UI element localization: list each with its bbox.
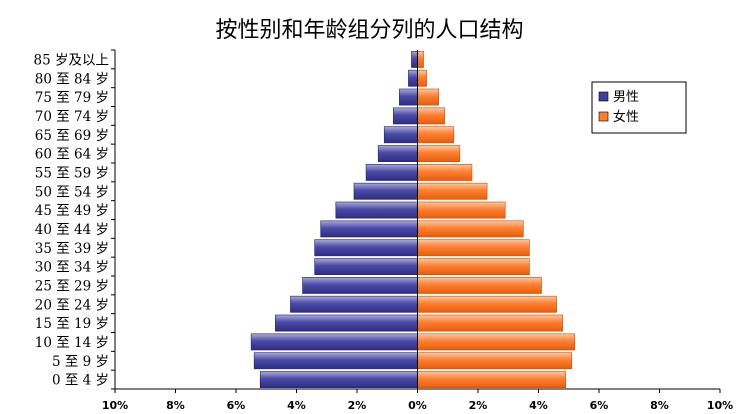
y-tick-label: 25 至 29 岁 bbox=[35, 278, 109, 294]
y-tick-label: 60 至 64 岁 bbox=[35, 147, 109, 163]
x-tick-label: 6% bbox=[227, 399, 246, 412]
bar-male bbox=[253, 352, 418, 370]
y-tick-label: 80 至 84 岁 bbox=[35, 71, 109, 87]
bar-male bbox=[290, 295, 418, 313]
bar-male bbox=[383, 126, 418, 144]
bar-female bbox=[417, 69, 427, 87]
bar-male bbox=[408, 69, 418, 87]
bar-female bbox=[417, 314, 563, 332]
legend-box bbox=[591, 81, 687, 134]
bar-male bbox=[259, 371, 418, 388]
y-tick-label: 45 至 49 岁 bbox=[35, 203, 109, 219]
bar-female bbox=[417, 126, 455, 144]
x-tick-label: 0% bbox=[408, 399, 427, 412]
bar-male bbox=[353, 182, 418, 200]
bar-male bbox=[411, 51, 418, 68]
bar-female bbox=[417, 333, 576, 351]
x-tick-label: 10% bbox=[102, 399, 128, 412]
x-tick-label: 4% bbox=[287, 399, 306, 412]
x-tick-label: 10% bbox=[707, 399, 733, 412]
y-tick-label: 10 至 14 岁 bbox=[35, 335, 109, 351]
bar-female bbox=[417, 277, 542, 294]
x-tick-label: 4% bbox=[529, 399, 548, 412]
bar-male bbox=[399, 88, 418, 106]
bar-male bbox=[365, 164, 418, 181]
bar-female bbox=[417, 258, 530, 275]
bar-male bbox=[392, 107, 418, 125]
bar-male bbox=[314, 258, 418, 275]
bar-female bbox=[417, 201, 506, 219]
bar-female bbox=[417, 220, 524, 238]
bar-female bbox=[417, 164, 473, 181]
bar-male bbox=[275, 314, 418, 332]
bar-female bbox=[417, 295, 557, 313]
y-tick-label: 30 至 34 岁 bbox=[35, 260, 109, 276]
y-tick-label: 40 至 44 岁 bbox=[35, 222, 109, 238]
chart-title: 按性别和年龄组分列的人口结构 bbox=[215, 18, 524, 43]
bar-female bbox=[417, 51, 424, 68]
bar-female bbox=[417, 371, 567, 388]
y-tick-label: 55 至 59 岁 bbox=[35, 165, 109, 181]
legend-swatch bbox=[598, 91, 609, 102]
y-tick-label: 15 至 19 岁 bbox=[35, 316, 109, 332]
bar-female bbox=[417, 352, 573, 370]
bar-female bbox=[417, 145, 461, 162]
y-tick-label: 65 至 69 岁 bbox=[35, 128, 109, 144]
legend-label: 男性 bbox=[613, 90, 639, 105]
y-tick-label: 85 岁及以上 bbox=[34, 52, 109, 68]
bar-female bbox=[417, 88, 439, 106]
bar-male bbox=[250, 333, 418, 351]
y-tick-label: 50 至 54 岁 bbox=[35, 184, 109, 200]
legend-swatch bbox=[598, 111, 609, 122]
bar-male bbox=[335, 201, 418, 219]
y-tick-label: 0 至 4 岁 bbox=[52, 373, 109, 389]
bar-male bbox=[377, 145, 418, 162]
bar-male bbox=[302, 277, 418, 294]
legend-label: 女性 bbox=[613, 109, 639, 125]
x-tick-label: 8% bbox=[166, 399, 185, 412]
bar-female bbox=[417, 182, 488, 200]
y-tick-label: 20 至 24 岁 bbox=[35, 297, 109, 313]
x-tick-label: 2% bbox=[348, 399, 367, 412]
y-tick-label: 75 至 79 岁 bbox=[35, 90, 109, 106]
x-tick-label: 2% bbox=[469, 399, 488, 412]
y-tick-label: 5 至 9 岁 bbox=[52, 354, 109, 370]
bar-male bbox=[320, 220, 418, 238]
y-tick-label: 70 至 74 岁 bbox=[35, 109, 109, 125]
x-tick-label: 8% bbox=[650, 399, 669, 412]
bar-female bbox=[417, 107, 446, 125]
x-tick-label: 6% bbox=[590, 399, 609, 412]
bar-male bbox=[314, 239, 418, 257]
y-tick-label: 35 至 39 岁 bbox=[35, 241, 109, 257]
bar-female bbox=[417, 239, 530, 257]
